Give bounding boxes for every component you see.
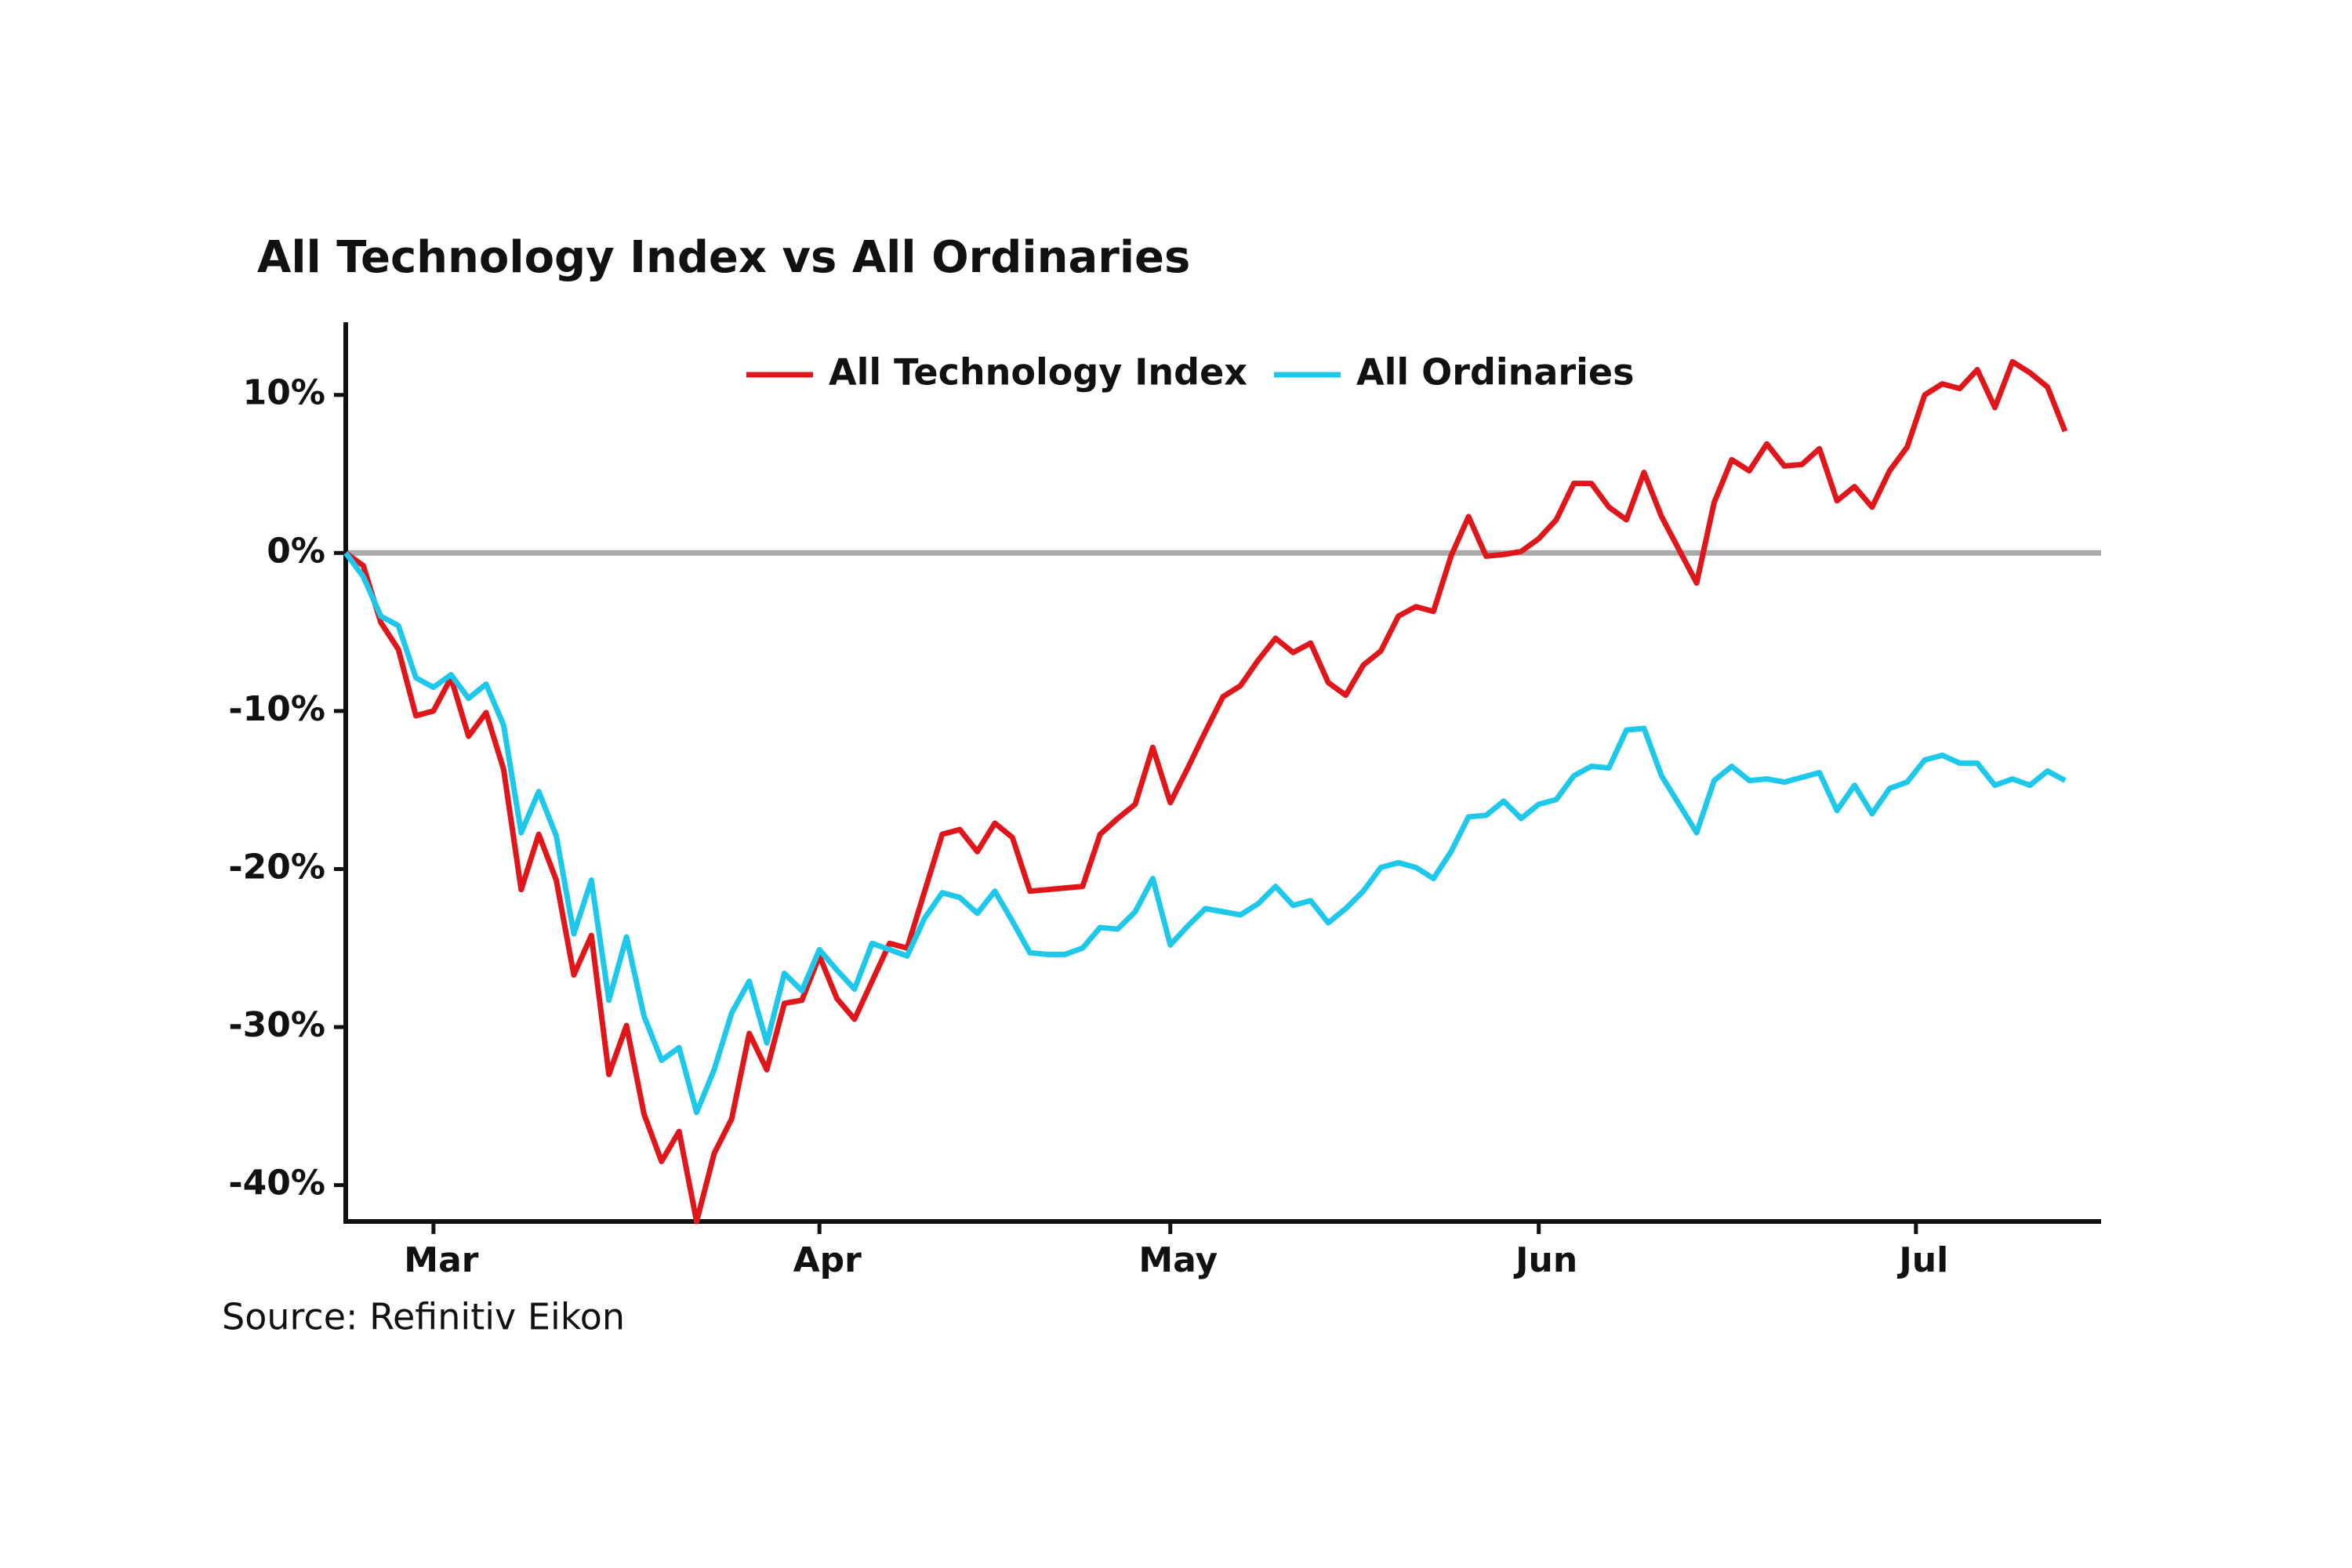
- y-tick-label: 10%: [243, 373, 325, 413]
- x-tick-label: May: [1138, 1240, 1218, 1280]
- y-tick-label: -10%: [228, 689, 325, 729]
- x-tick-label: Jul: [1896, 1240, 1948, 1280]
- x-tick-label: Mar: [404, 1240, 478, 1280]
- y-tick-label: -30%: [228, 1005, 325, 1045]
- x-tick-label: Apr: [793, 1240, 862, 1280]
- x-tick-label: Jun: [1513, 1240, 1577, 1280]
- series-line: [343, 551, 2067, 1116]
- legend-label: All Ordinaries: [1356, 351, 1634, 394]
- y-tick-label: -40%: [228, 1163, 325, 1203]
- legend-label: All Technology Index: [829, 351, 1247, 394]
- y-tick-label: -20%: [228, 847, 325, 887]
- y-tick-label: 0%: [267, 531, 325, 571]
- source-note: Source: Refinitiv Eikon: [222, 1296, 625, 1338]
- chart-title: All Technology Index vs All Ordinaries: [257, 232, 1190, 283]
- series-line: [343, 358, 2068, 1225]
